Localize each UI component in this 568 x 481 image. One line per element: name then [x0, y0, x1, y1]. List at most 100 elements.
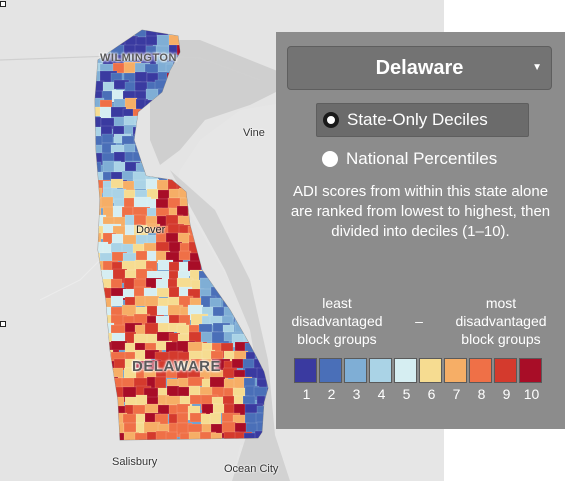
block-group-cell[interactable]: [253, 108, 267, 119]
block-group-cell[interactable]: [232, 196, 249, 209]
block-group-cell[interactable]: [220, 171, 238, 187]
block-group-cell[interactable]: [199, 189, 215, 201]
block-group-cell[interactable]: [201, 180, 220, 195]
block-group-cell[interactable]: [242, 197, 259, 211]
block-group-cell[interactable]: [243, 171, 261, 184]
block-group-cell[interactable]: [179, 432, 193, 448]
block-group-cell[interactable]: [222, 189, 235, 205]
block-group-cell[interactable]: [254, 260, 269, 272]
block-group-cell[interactable]: [223, 153, 241, 165]
block-group-cell[interactable]: [244, 233, 264, 247]
block-group-cell[interactable]: [231, 187, 251, 199]
radio-state-only[interactable]: State-Only Deciles: [316, 103, 529, 137]
block-group-cell[interactable]: [243, 223, 257, 237]
block-group-cell[interactable]: [253, 234, 272, 246]
block-group-cell[interactable]: [210, 152, 227, 168]
block-group-cell[interactable]: [198, 152, 216, 169]
block-group-cell[interactable]: [255, 143, 273, 156]
block-group-cell[interactable]: [201, 161, 218, 175]
radio-national[interactable]: National Percentiles: [316, 142, 529, 176]
resize-handle-top[interactable]: [0, 1, 6, 7]
block-group-cell[interactable]: [144, 295, 160, 308]
block-group-cell[interactable]: [256, 153, 274, 169]
block-group-cell[interactable]: [232, 206, 245, 220]
block-group-cell[interactable]: [244, 250, 264, 266]
block-group-cell[interactable]: [243, 241, 260, 258]
block-group-cell[interactable]: [223, 143, 236, 159]
block-group-cell[interactable]: [243, 432, 262, 448]
block-group-cell[interactable]: [198, 170, 217, 182]
block-group-cell[interactable]: [232, 143, 252, 155]
block-group-cell[interactable]: [157, 322, 170, 334]
block-group-cell[interactable]: [101, 133, 114, 144]
block-group-cell[interactable]: [212, 171, 228, 183]
block-group-cell[interactable]: [220, 197, 239, 214]
block-group-cell[interactable]: [256, 304, 274, 320]
block-group-cell[interactable]: [211, 160, 225, 173]
block-group-cell[interactable]: [243, 188, 257, 201]
block-group-cell[interactable]: [255, 269, 270, 286]
block-group-cell[interactable]: [253, 251, 267, 268]
block-group-cell[interactable]: [110, 340, 128, 351]
block-group-cell[interactable]: [254, 169, 268, 182]
block-group-cell[interactable]: [244, 179, 260, 193]
block-group-cell[interactable]: [253, 161, 268, 172]
block-group-cell[interactable]: [234, 234, 253, 250]
block-group-cell[interactable]: [187, 152, 204, 169]
block-group-cell[interactable]: [110, 295, 124, 307]
block-group-cell[interactable]: [220, 207, 237, 218]
block-group-cell[interactable]: [253, 197, 268, 211]
block-group-cell[interactable]: [221, 160, 236, 174]
block-group-cell[interactable]: [243, 206, 263, 223]
block-group-cell[interactable]: [190, 179, 205, 190]
block-group-cell[interactable]: [178, 250, 192, 261]
block-group-cell[interactable]: [220, 215, 235, 228]
block-group-cell[interactable]: [110, 178, 124, 189]
block-group-cell[interactable]: [255, 179, 271, 195]
block-group-cell[interactable]: [199, 386, 214, 397]
block-group-cell[interactable]: [210, 432, 223, 447]
block-group-cell[interactable]: [244, 214, 260, 231]
block-group-cell[interactable]: [253, 224, 269, 236]
block-group-cell[interactable]: [144, 63, 160, 74]
block-group-cell[interactable]: [243, 259, 262, 276]
block-group-cell[interactable]: [242, 117, 258, 128]
block-group-cell[interactable]: [111, 332, 127, 343]
block-group-cell[interactable]: [244, 107, 262, 123]
block-group-cell[interactable]: [199, 144, 217, 161]
block-group-cell[interactable]: [232, 151, 251, 164]
block-group-cell[interactable]: [256, 241, 273, 255]
state-select[interactable]: Delaware ▼: [287, 46, 552, 90]
block-group-cell[interactable]: [254, 216, 268, 229]
block-group-cell[interactable]: [232, 225, 246, 239]
block-group-cell[interactable]: [221, 421, 237, 434]
block-group-cell[interactable]: [168, 286, 181, 299]
block-group-cell[interactable]: [212, 143, 229, 158]
block-group-cell[interactable]: [255, 187, 274, 198]
block-group-cell[interactable]: [255, 116, 271, 127]
block-group-cell[interactable]: [231, 160, 250, 177]
block-group-cell[interactable]: [222, 135, 239, 146]
block-group-cell[interactable]: [245, 160, 262, 177]
block-group-cell[interactable]: [242, 153, 256, 165]
resize-handle-left[interactable]: [0, 321, 6, 327]
block-group-cell[interactable]: [223, 124, 239, 136]
block-group-cell[interactable]: [178, 169, 191, 180]
block-group-cell[interactable]: [255, 288, 274, 303]
block-group-cell[interactable]: [234, 242, 250, 254]
block-group-cell[interactable]: [234, 215, 250, 231]
block-group-cell[interactable]: [254, 207, 268, 223]
block-group-cell[interactable]: [134, 71, 148, 83]
block-group-cell[interactable]: [100, 196, 114, 209]
block-group-cell[interactable]: [223, 180, 238, 195]
block-group-cell[interactable]: [211, 134, 225, 151]
block-group-cell[interactable]: [242, 143, 256, 158]
block-group-cell[interactable]: [254, 277, 272, 294]
block-group-cell[interactable]: [165, 431, 178, 446]
block-group-cell[interactable]: [190, 171, 205, 188]
block-group-cell[interactable]: [187, 376, 205, 387]
block-group-cell[interactable]: [212, 179, 228, 190]
block-group-cell[interactable]: [212, 187, 227, 200]
block-group-cell[interactable]: [244, 367, 259, 379]
block-group-cell[interactable]: [209, 297, 222, 308]
